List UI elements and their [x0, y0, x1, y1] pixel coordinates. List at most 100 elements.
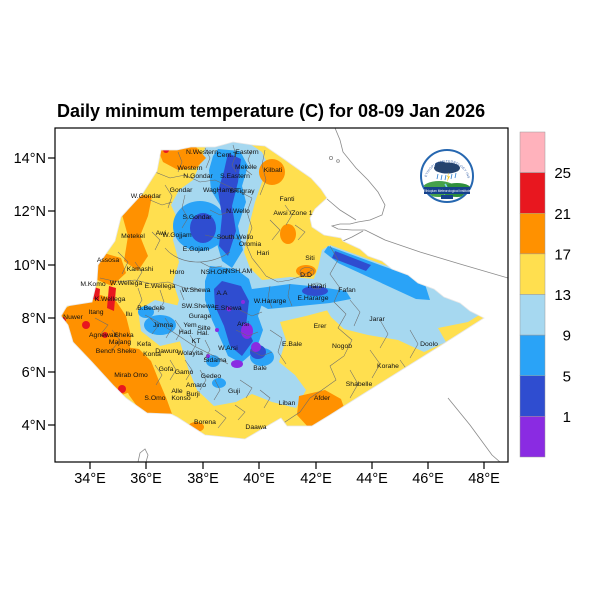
zone-label: Bale — [253, 365, 267, 372]
colorbar-segment — [519, 294, 546, 336]
zone-label: Itang — [88, 309, 103, 316]
zone-label: Nuwer — [63, 314, 83, 321]
zone-label: Konso — [171, 395, 190, 402]
zone-label: Assosa — [97, 257, 120, 264]
y-axis: 14°N 12°N 10°N 8°N 6°N 4°N — [14, 151, 55, 434]
zone-label: Kefa — [137, 341, 151, 348]
zone-label: Burji — [186, 391, 200, 398]
zone-label: Hari — [257, 250, 270, 257]
colorbar-segment — [519, 375, 546, 417]
zone-label: Doolo — [420, 341, 438, 348]
zone-label: E.Wellega — [145, 283, 176, 290]
map-title: Daily minimum temperature (C) for 08-09 … — [57, 101, 485, 121]
zone-label: South Wello — [217, 234, 254, 241]
zone-label: Cent.T — [217, 152, 237, 159]
colorbar-label: 5 — [563, 368, 571, 385]
colorbar-label: 9 — [563, 328, 571, 345]
zone-label: A.A — [217, 290, 228, 297]
zone-label: Gedeo — [201, 373, 222, 380]
x-tick-label: 36°E — [130, 471, 162, 487]
zone-label: Harari — [308, 283, 327, 290]
logo-tab — [441, 195, 453, 199]
zone-label: Mirab Omo — [114, 372, 148, 379]
zone-label: Sidama — [203, 357, 226, 364]
zone-label: Ilu — [125, 311, 132, 318]
zone-label: Had. — [179, 329, 193, 336]
zone-label: Gondar — [170, 187, 193, 194]
logo-cloud2-icon — [435, 161, 447, 169]
zone-label: N.Gondar — [183, 173, 213, 180]
zone-label: W.Arsi — [218, 345, 238, 352]
zone-label: Dawuro — [155, 348, 179, 355]
colorbar-label: 13 — [554, 287, 571, 304]
zone-label: Alle — [171, 388, 183, 395]
zone-label: S.Eastern — [220, 173, 250, 180]
zone-label: Awi — [156, 230, 167, 237]
colorbar-segment — [519, 334, 546, 376]
zone-label: Western — [177, 165, 202, 172]
zone-label: Wolayita — [177, 350, 203, 357]
zone-label: Silte — [197, 325, 210, 332]
zone-label: Sheka — [114, 332, 133, 339]
zone-label: Liban — [279, 400, 296, 407]
zone-label: NSH.AM — [226, 268, 253, 275]
logo-lightning-icon — [447, 172, 450, 182]
zone-label: B.Bedele — [137, 305, 165, 312]
x-tick-label: 48°E — [468, 471, 500, 487]
zone-label: Erer — [314, 323, 328, 330]
colorbar-label: 1 — [563, 409, 571, 426]
zone-label: S.Omo — [144, 395, 165, 402]
zone-label: Guji — [228, 388, 241, 395]
logo-banner — [424, 187, 470, 194]
colorbar-label: 17 — [554, 246, 571, 263]
colorbar-label: 25 — [554, 165, 571, 182]
zone-label: Amaro — [186, 382, 206, 389]
y-tick-label: 12°N — [14, 204, 46, 220]
x-tick-label: 34°E — [74, 471, 106, 487]
zone-label: W.Gondar — [131, 193, 162, 200]
x-tick-label: 44°E — [356, 471, 388, 487]
zone-label: Agnewak — [89, 332, 118, 339]
zone-label: W.Shewa — [182, 287, 211, 294]
y-tick-label: 4°N — [22, 418, 46, 434]
colorbar-segment — [519, 416, 546, 458]
zone-label: Eastern — [235, 149, 259, 156]
zone-label: NSH.OR — [201, 269, 228, 276]
colorbar-segment — [519, 213, 546, 255]
zone-label: Jimma — [153, 322, 173, 329]
y-tick-label: 8°N — [22, 311, 46, 327]
zone-label: Awsi /Zone 1 — [273, 210, 312, 217]
y-tick-label: 14°N — [14, 151, 46, 167]
emi-logo-icon: ETHIOPIAN METEOROLOGY INSTITUTE Ethiopia… — [420, 149, 474, 203]
zone-label: Shabelle — [346, 381, 373, 388]
colorbar-label: 21 — [554, 206, 571, 223]
zone-label: Korahe — [377, 363, 399, 370]
y-tick-label: 6°N — [22, 365, 46, 381]
colorbar-legend: 25 21 17 13 9 5 1 — [519, 131, 571, 458]
zone-label: Majang — [109, 339, 132, 346]
zone-label: N.Wello — [226, 208, 250, 215]
zone-label: S.Gondar — [182, 214, 212, 221]
x-axis: 34°E 36°E 38°E 40°E 42°E 44°E 46°E 48°E — [74, 462, 500, 487]
x-tick-label: 40°E — [243, 471, 275, 487]
zone-label: Gofa — [159, 366, 174, 373]
zone-label: D.D — [300, 272, 312, 279]
zone-label: Gurage — [189, 313, 212, 320]
temperature-fill-darkblue — [190, 153, 371, 359]
x-tick-label: 42°E — [300, 471, 332, 487]
zone-label: Nogob — [332, 343, 352, 350]
zone-label: Bench Sheko — [96, 348, 137, 355]
zone-label: Kilbati — [264, 167, 283, 174]
zone-label: Hal. — [197, 330, 209, 337]
zone-label: Oromia — [239, 241, 262, 248]
zone-label: Metekel — [121, 233, 145, 240]
country-border — [60, 141, 485, 440]
zone-label: W.Wellega — [110, 280, 143, 287]
zone-label: E.Bale — [282, 341, 302, 348]
zone-label: Fanti — [279, 196, 295, 203]
zone-label: W.Hararge — [254, 298, 287, 305]
zone-label: Siti — [305, 255, 315, 262]
zone-label: Fafan — [338, 287, 356, 294]
zone-label: E.Hararge — [298, 295, 329, 302]
